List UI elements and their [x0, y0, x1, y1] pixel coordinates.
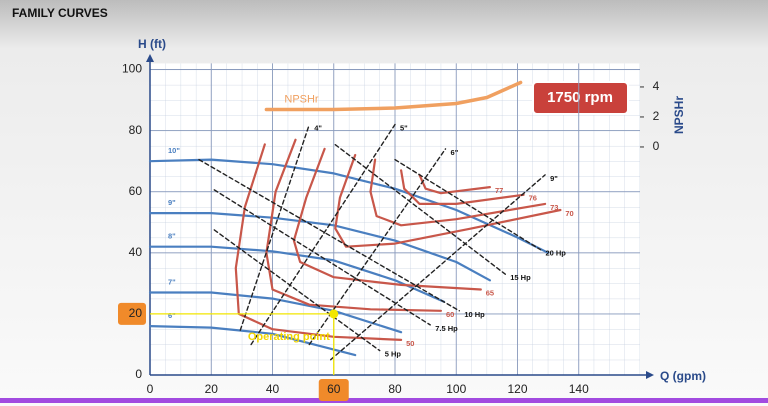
tick-highlight [118, 302, 146, 325]
series-label: 65 [486, 288, 494, 297]
series-line [394, 158, 542, 251]
y-tick-label: 60 [129, 184, 143, 198]
series-line [369, 158, 547, 227]
y2-tick-label: 2 [653, 109, 660, 123]
y-tick-label: 20 [129, 306, 143, 320]
series-label: 7" [168, 278, 176, 287]
annotation: 1750 rpm [547, 89, 613, 106]
x-tick-label: 20 [205, 382, 219, 396]
series-label: 9" [550, 174, 558, 183]
series-line [334, 144, 506, 275]
operating-label: Operating point [248, 331, 330, 343]
x-tick-label: 140 [569, 382, 589, 396]
series-line [334, 153, 562, 248]
series-line [198, 158, 460, 312]
series-label: 8" [168, 232, 176, 241]
series-label: 10" [168, 146, 180, 155]
series-label: 5 Hp [385, 350, 402, 359]
y2-tick-label: 4 [653, 79, 660, 93]
series-label: 50 [406, 339, 414, 348]
x-tick-label: 120 [507, 382, 527, 396]
series-line [148, 291, 403, 334]
series-label: 20 Hp [545, 249, 566, 258]
y2-tick-label: 0 [653, 139, 660, 153]
series-line [292, 147, 482, 291]
series-label: 6" [168, 311, 176, 320]
series-label: 7.5 Hp [435, 324, 458, 333]
series-line [213, 229, 381, 352]
series-label: 73 [550, 203, 558, 212]
series-line [330, 174, 546, 361]
series-line [148, 158, 550, 254]
y-tick-label: 100 [122, 62, 142, 76]
series-label: 6" [451, 148, 459, 157]
series-label: 10 Hp [464, 310, 485, 319]
bottom-bar [0, 398, 768, 403]
series-label: 77 [495, 186, 503, 195]
series-label: 60 [446, 310, 454, 319]
series-label: 70 [565, 209, 573, 218]
series-line [308, 148, 447, 346]
x-axis-label: Q (gpm) [660, 369, 706, 383]
series-label: 4" [314, 123, 322, 132]
series-line [250, 123, 396, 346]
x-tick-label: 40 [266, 382, 280, 396]
y-tick-label: 80 [129, 123, 143, 137]
y-tick-label: 0 [135, 367, 142, 381]
y-tick-label: 40 [129, 245, 143, 259]
y2-axis-label: NPSHr [672, 96, 686, 134]
series-label: 9" [168, 198, 176, 207]
series-label: NPSHr [284, 93, 319, 105]
x-tick-label: 80 [388, 382, 402, 396]
tick-highlight [318, 379, 349, 401]
plot-layer: 0 20 40 60 80 100 120 140 0 20 40 60 80 100 0 2 4 10" 9" 8"… [118, 54, 660, 401]
x-tick-label: 0 [147, 382, 154, 396]
y-axis-arrow [146, 54, 154, 62]
x-tick-label: 60 [327, 382, 341, 396]
series-label: 5" [400, 123, 408, 132]
series-line [148, 245, 446, 303]
series-line [148, 325, 357, 357]
x-axis-arrow [646, 371, 654, 379]
operating-point [329, 309, 339, 319]
y-axis-label: H (ft) [138, 37, 166, 51]
series-line [264, 80, 523, 112]
series-line [239, 123, 310, 331]
series-line [400, 169, 525, 205]
annotation-box [532, 81, 629, 115]
chart-title: FAMILY CURVES [12, 6, 108, 20]
series-label: 15 Hp [510, 273, 531, 282]
x-tick-label: 100 [446, 382, 466, 396]
series-line [265, 138, 442, 312]
series-line [213, 189, 431, 326]
series-line [148, 212, 491, 282]
series-label: 76 [529, 194, 537, 203]
